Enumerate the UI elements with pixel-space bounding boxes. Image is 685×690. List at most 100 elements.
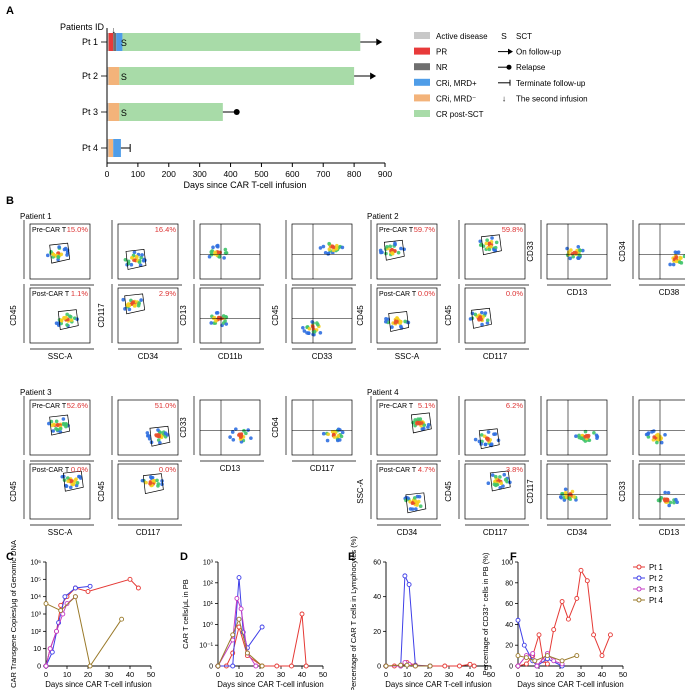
- swimmer-segment-cr: [119, 103, 223, 121]
- flow-event-dot: [594, 433, 599, 438]
- flow-event-dot: [331, 432, 336, 437]
- legend-label: NR: [436, 63, 448, 72]
- x-tick-label: 800: [347, 169, 361, 179]
- flow-event-dot: [652, 435, 656, 439]
- flow-event-dot: [137, 260, 142, 264]
- flow-event-dot: [130, 301, 135, 305]
- y-tick-label: 10⁴: [30, 594, 41, 601]
- swimmer-segment-nr: [113, 33, 117, 51]
- chart-xlabel: Days since CAR T-cell infusion: [517, 680, 623, 689]
- data-point: [534, 663, 540, 669]
- flow-event-dot: [417, 421, 422, 426]
- timepoint-label: Post-CAR T: [32, 467, 70, 474]
- flow-event-dot: [64, 315, 68, 320]
- flow-event-dot: [493, 474, 498, 479]
- flow-event-dot: [651, 438, 656, 442]
- flow-event-dot: [478, 315, 483, 319]
- gate-percentage: 0.0%: [71, 465, 88, 474]
- patient-row-label: Pt 3: [82, 107, 98, 117]
- data-point: [574, 653, 580, 659]
- flow-event-dot: [650, 430, 654, 434]
- flow-event-dot: [388, 244, 393, 249]
- flow-event-dot: [406, 496, 410, 500]
- flow-cytometry-grid: Patient 115.0%Pre-CAR T1.1%Post-CAR TSSC…: [9, 212, 685, 537]
- data-point: [58, 608, 64, 613]
- line-charts: 0 10 20 30 40 50 0 10 10² 10³ 10⁴ 10⁵ 10⁶ Days since …: [9, 536, 664, 690]
- flow-event-dot: [380, 250, 384, 255]
- sct-marker: S: [121, 38, 127, 48]
- x-tick-label: 10: [403, 670, 411, 679]
- x-tick-label: 40: [466, 670, 474, 679]
- flow-event-dot: [576, 256, 580, 260]
- flow-event-dot: [214, 319, 218, 323]
- legend-marker: [636, 575, 642, 581]
- flow-event-dot: [134, 254, 139, 259]
- flow-event-dot: [145, 431, 150, 435]
- flow-plot-frame: [546, 399, 608, 456]
- flow-event-dot: [149, 475, 153, 479]
- flow-event-dot: [672, 500, 676, 505]
- flow-plot-frame: [546, 463, 608, 520]
- timepoint-label: Post-CAR T: [379, 467, 417, 474]
- flow-event-dot: [151, 479, 156, 483]
- data-point: [412, 663, 418, 669]
- patient-row-label: Pt 4: [82, 143, 98, 153]
- data-point: [584, 578, 590, 584]
- flow-gate: [489, 470, 511, 492]
- data-point: [565, 616, 571, 622]
- flow-event-dot: [221, 314, 226, 318]
- data-point: [72, 585, 78, 591]
- gate-percentage: 5.1%: [418, 401, 435, 410]
- flow-gate: [62, 470, 84, 492]
- flow-gate: [410, 412, 432, 434]
- flow-event-dot: [209, 252, 214, 257]
- flow-event-dot: [399, 324, 403, 329]
- flow-event-dot: [580, 436, 584, 440]
- swimmer-x-axis: 0 100 200 300 400 500 600 700 800 900: [105, 28, 392, 179]
- flow-event-dot: [483, 311, 488, 315]
- data-point: [523, 655, 529, 661]
- flow-event-dot: [45, 253, 50, 258]
- flow-event-dot: [595, 436, 599, 440]
- flow-gate: [49, 414, 71, 436]
- x-tick-label: 400: [223, 169, 237, 179]
- flow-plot-frame: [638, 399, 685, 456]
- flow-event-dot: [493, 245, 498, 250]
- flow-event-dot: [675, 500, 679, 505]
- flow-event-dot: [390, 251, 395, 255]
- flow-event-dot: [228, 435, 232, 439]
- flow-event-dot: [316, 322, 320, 327]
- data-point: [259, 624, 265, 630]
- data-point: [119, 616, 125, 622]
- data-point: [467, 661, 473, 667]
- panel-a-label: A: [6, 5, 14, 17]
- flow-event-dot: [402, 247, 406, 252]
- flow-event-dot: [666, 490, 671, 495]
- flow-xlabel: CD34: [397, 528, 418, 537]
- flow-event-dot: [340, 245, 345, 250]
- flow-ylabel: CD45: [356, 305, 365, 326]
- flow-event-dot: [217, 255, 222, 259]
- flow-event-dot: [223, 247, 228, 252]
- flow-event-dot: [493, 432, 498, 436]
- legend-label: Pt 2: [649, 574, 663, 583]
- flow-ylabel: CD117: [526, 479, 535, 504]
- y-tick-label: 10: [33, 646, 41, 653]
- chart-ylabel: Percentage of CAR T cells in Lymphocytes…: [349, 536, 358, 690]
- flow-event-dot: [78, 476, 83, 480]
- data-point: [559, 599, 565, 604]
- flow-event-dot: [214, 311, 219, 315]
- sct-marker: S: [121, 108, 127, 118]
- legend-label: The second infusion: [516, 94, 588, 103]
- data-point: [457, 663, 462, 669]
- flow-event-dot: [66, 479, 70, 484]
- flow-event-dot: [395, 316, 400, 321]
- flow-event-dot: [384, 251, 388, 256]
- legend-label: SCT: [516, 32, 532, 41]
- flow-event-dot: [160, 482, 164, 487]
- flow-gate: [388, 311, 410, 332]
- patient-row-label: Pt 1: [82, 37, 98, 47]
- flow-event-dot: [663, 490, 667, 495]
- x-tick-label: 50: [487, 670, 495, 679]
- x-tick-label: 200: [162, 169, 176, 179]
